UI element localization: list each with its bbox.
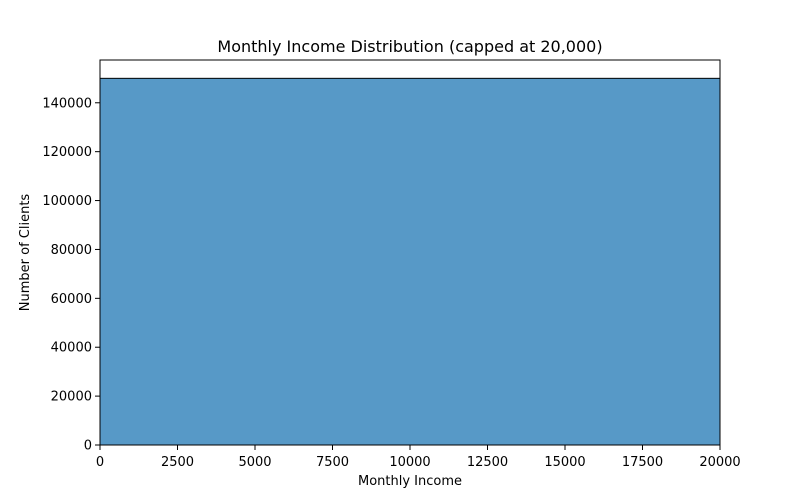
x-axis-label: Monthly Income bbox=[358, 474, 462, 489]
x-tick-label-7: 17500 bbox=[622, 455, 663, 470]
y-tick-label-4: 80000 bbox=[51, 243, 92, 258]
y-tick-label-6: 120000 bbox=[42, 145, 92, 160]
x-tick-label-5: 12500 bbox=[467, 455, 508, 470]
y-tick-label-0: 0 bbox=[84, 439, 92, 454]
x-axis-ticks: 0 2500 5000 7500 10000 12500 15000 17500 20000 bbox=[96, 445, 741, 470]
y-tick-label-1: 20000 bbox=[51, 390, 92, 405]
chart-title: Monthly Income Distribution (capped at 2… bbox=[217, 37, 602, 56]
histogram-bar-0 bbox=[100, 78, 720, 445]
y-tick-label-3: 60000 bbox=[51, 292, 92, 307]
x-tick-label-8: 20000 bbox=[699, 455, 740, 470]
x-tick-label-6: 15000 bbox=[544, 455, 585, 470]
x-tick-label-4: 10000 bbox=[389, 455, 430, 470]
x-tick-label-1: 2500 bbox=[161, 455, 194, 470]
y-axis-label: Number of Clients bbox=[18, 194, 33, 312]
bars-layer bbox=[100, 78, 720, 445]
x-tick-label-3: 7500 bbox=[316, 455, 349, 470]
y-tick-label-7: 140000 bbox=[42, 96, 92, 111]
x-tick-label-0: 0 bbox=[96, 455, 104, 470]
x-tick-label-2: 5000 bbox=[238, 455, 271, 470]
y-tick-label-5: 100000 bbox=[42, 194, 92, 209]
y-axis-ticks: 0 20000 40000 60000 80000 100000 120000 140000 bbox=[42, 96, 100, 453]
y-tick-label-2: 40000 bbox=[51, 341, 92, 356]
